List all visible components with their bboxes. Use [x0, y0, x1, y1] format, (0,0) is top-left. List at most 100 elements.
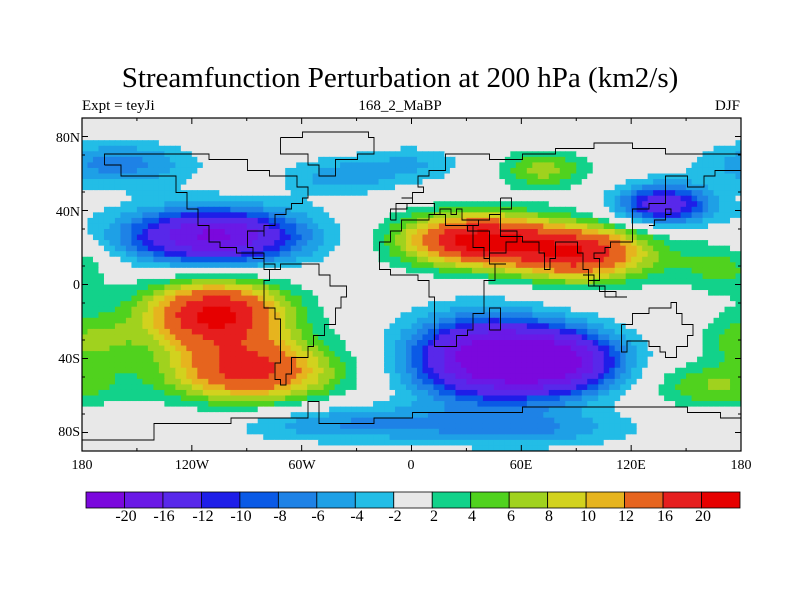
- contour-cell: [515, 167, 522, 175]
- contour-cell: [268, 306, 275, 313]
- contour-cell: [482, 323, 489, 330]
- contour-cell: [406, 167, 413, 175]
- contour-cell: [587, 245, 594, 252]
- contour-cell: [125, 323, 133, 330]
- contour-cell: [263, 212, 270, 219]
- contour-cell: [713, 301, 720, 308]
- contour-cell: [263, 323, 270, 330]
- contour-cell: [312, 173, 319, 180]
- contour-cell: [460, 345, 468, 352]
- contour-cell: [658, 317, 665, 324]
- contour-cell: [384, 334, 391, 341]
- contour-cell: [713, 190, 720, 197]
- contour-cell: [252, 206, 259, 213]
- contour-cell: [499, 306, 506, 313]
- contour-cell: [213, 212, 220, 219]
- contour-cell: [356, 156, 363, 163]
- contour-cell: [664, 229, 671, 236]
- contour-cell: [307, 273, 314, 280]
- contour-cell: [653, 267, 660, 274]
- contour-cell: [257, 212, 264, 219]
- contour-cell: [340, 312, 347, 319]
- contour-cell: [164, 206, 171, 213]
- contour-cell: [697, 156, 704, 163]
- contour-cell: [257, 295, 264, 302]
- contour-cell: [384, 223, 391, 230]
- contour-cell: [268, 245, 275, 252]
- contour-cell: [400, 312, 407, 319]
- contour-cell: [488, 306, 495, 313]
- contour-cell: [180, 184, 187, 191]
- contour-cell: [125, 184, 133, 191]
- contour-cell: [213, 284, 220, 291]
- contour-cell: [466, 340, 473, 347]
- contour-cell: [466, 234, 473, 241]
- contour-cell: [438, 167, 446, 175]
- contour-cell: [570, 118, 577, 125]
- contour-cell: [609, 245, 616, 252]
- contour-cell: [444, 201, 451, 208]
- contour-cell: [499, 256, 506, 263]
- contour-cell: [301, 201, 308, 208]
- contour-cell: [312, 301, 319, 308]
- contour-cell: [213, 312, 220, 319]
- contour-cell: [98, 134, 105, 141]
- contour-cell: [691, 190, 698, 197]
- contour-cell: [609, 167, 616, 175]
- contour-cell: [647, 323, 654, 330]
- contour-cell: [268, 156, 275, 163]
- contour-cell: [329, 340, 336, 347]
- contour-cell: [488, 151, 495, 158]
- contour-cell: [477, 251, 484, 258]
- contour-cell: [515, 229, 522, 236]
- contour-cell: [120, 201, 127, 208]
- contour-cell: [312, 140, 319, 147]
- contour-cell: [307, 118, 314, 125]
- contour-cell: [620, 262, 627, 269]
- contour-cell: [702, 334, 709, 341]
- contour-cell: [263, 267, 270, 274]
- contour-cell: [477, 123, 484, 130]
- contour-cell: [466, 167, 473, 175]
- contour-cell: [296, 184, 303, 191]
- contour-cell: [730, 273, 737, 280]
- contour-cell: [647, 118, 654, 125]
- contour-cell: [109, 262, 116, 269]
- contour-cell: [351, 140, 358, 147]
- contour-cell: [334, 134, 341, 141]
- contour-cell: [636, 173, 643, 180]
- contour-cell: [290, 212, 297, 219]
- contour-cell: [521, 284, 528, 291]
- contour-cell: [675, 306, 682, 313]
- contour-cell: [290, 323, 297, 330]
- contour-cell: [279, 217, 286, 225]
- contour-cell: [307, 245, 314, 252]
- contour-cell: [241, 301, 248, 308]
- contour-cell: [268, 240, 275, 247]
- contour-cell: [719, 206, 726, 213]
- contour-cell: [213, 217, 220, 225]
- contour-cell: [279, 345, 286, 352]
- contour-cell: [395, 217, 402, 225]
- contour-cell: [373, 312, 380, 319]
- contour-cell: [565, 134, 572, 141]
- contour-cell: [103, 284, 111, 291]
- contour-cell: [219, 206, 226, 213]
- contour-cell: [686, 134, 693, 141]
- contour-cell: [642, 217, 649, 225]
- contour-cell: [449, 306, 457, 313]
- contour-cell: [565, 217, 572, 225]
- contour-cell: [307, 179, 314, 186]
- contour-cell: [136, 190, 144, 197]
- contour-cell: [158, 334, 165, 341]
- contour-cell: [724, 273, 731, 280]
- contour-cell: [142, 256, 149, 263]
- contour-cell: [477, 190, 484, 197]
- contour-cell: [87, 317, 94, 324]
- contour-cell: [686, 284, 693, 291]
- contour-cell: [675, 328, 682, 336]
- contour-cell: [735, 118, 741, 125]
- contour-cell: [675, 206, 682, 213]
- contour-cell: [356, 328, 363, 336]
- contour-cell: [675, 179, 682, 186]
